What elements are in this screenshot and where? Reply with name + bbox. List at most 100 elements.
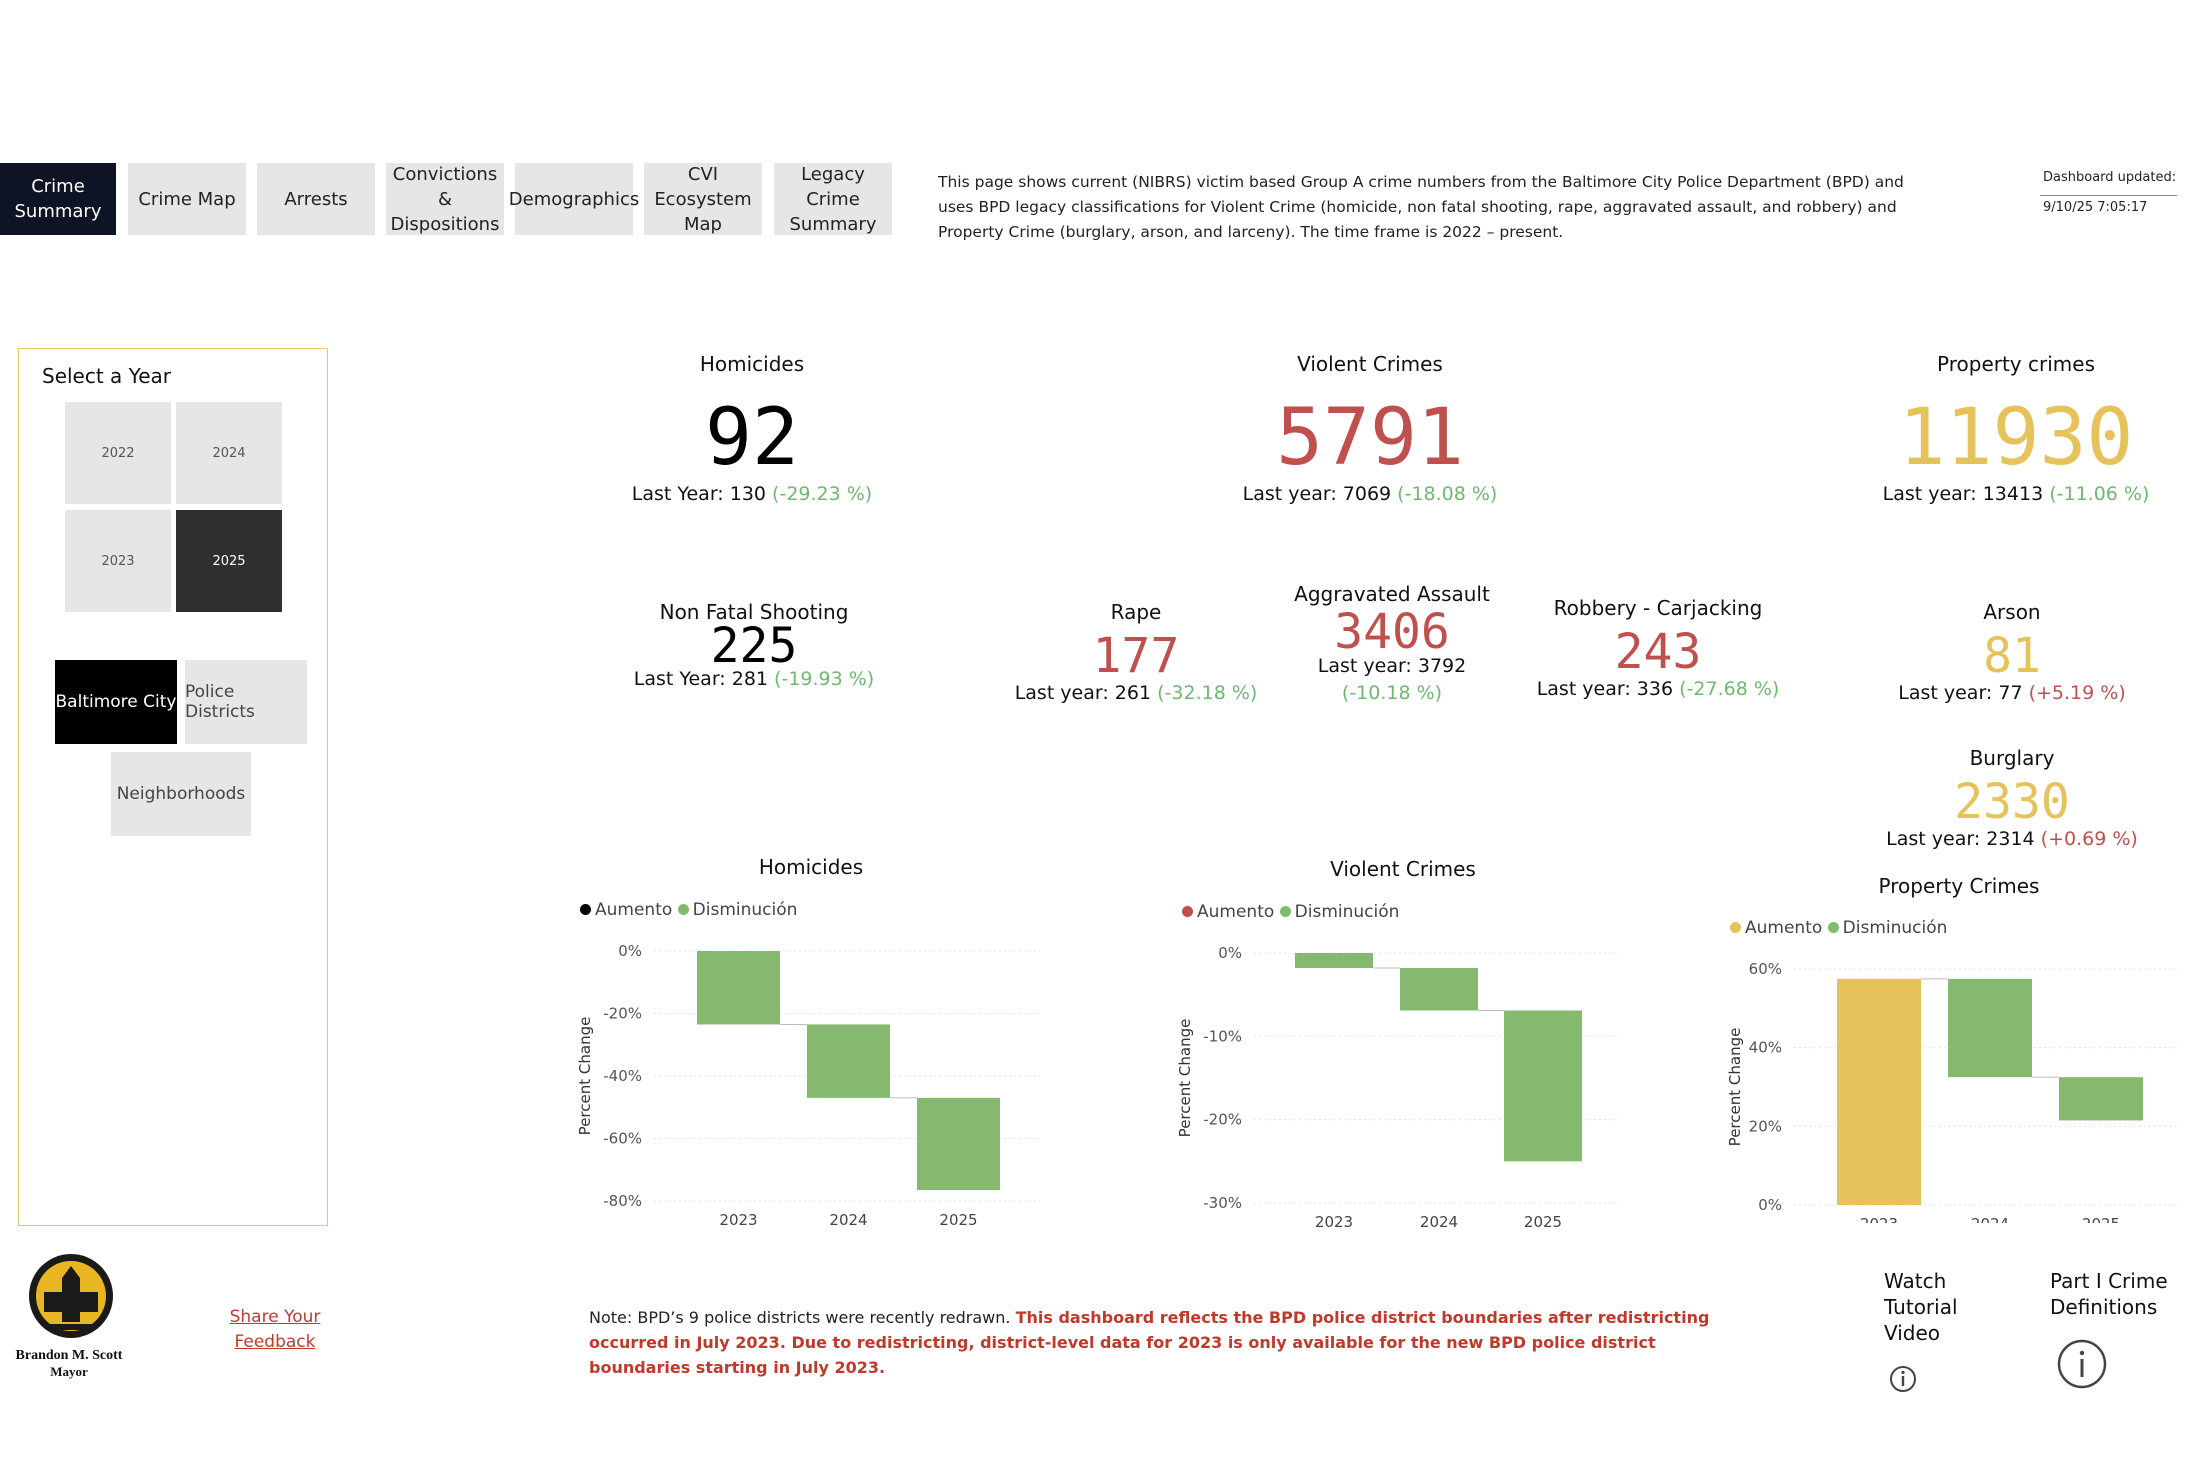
violent-chart-title: Violent Crimes xyxy=(1330,857,1476,881)
x-tick-label: 2023 xyxy=(1315,1213,1353,1227)
violent-last-year: Last year: 7069 (-18.08 %) xyxy=(1170,483,1570,505)
nfs-last-year: Last Year: 281 (-19.93 %) xyxy=(554,668,954,690)
watch-tutorial-link[interactable]: Watch Tutorial Video xyxy=(1884,1269,1958,1345)
nfs-value: 225 xyxy=(710,618,798,674)
y-tick-label: -60% xyxy=(603,1130,642,1148)
burglary-title: Burglary xyxy=(1969,746,2055,770)
x-tick-label: 2024 xyxy=(829,1211,867,1225)
y-tick-label: 40% xyxy=(1749,1039,1782,1057)
tab-7[interactable]: Legacy Crime Summary xyxy=(774,163,892,235)
legend-decrease-dot xyxy=(1827,922,1839,933)
y-tick-label: 0% xyxy=(1218,944,1242,962)
y-tick-label: 0% xyxy=(1758,1196,1782,1214)
waterfall-bar-2025[interactable] xyxy=(2059,1077,2143,1121)
tab-5[interactable]: Demographics xyxy=(509,163,639,235)
tab-1[interactable]: Crime Summary xyxy=(0,163,116,235)
homicides-title: Homicides xyxy=(699,352,805,376)
property-waterfall-chart: 60% 40% 20% 0% Percent Change 2023 2024 2025 xyxy=(1726,960,2180,1223)
legend-increase-dot xyxy=(1182,906,1193,917)
arson-change: (+5.19 %) xyxy=(2028,682,2126,704)
y-tick-label: 20% xyxy=(1749,1117,1782,1135)
district-note: Note: BPD’s 9 police districts were rece… xyxy=(589,1305,1739,1380)
violent-title: Violent Crimes xyxy=(1297,352,1443,376)
nfs-change: (-19.93 %) xyxy=(774,668,875,690)
page-description: This page shows current (NIBRS) victim b… xyxy=(938,173,1904,241)
share-feedback-link[interactable]: Share Your Feedback xyxy=(229,1307,321,1352)
arson-last-year: Last year: 77 (+5.19 %) xyxy=(1812,682,2190,704)
waterfall-bar-2024[interactable] xyxy=(1400,968,1478,1011)
legend-increase-dot xyxy=(580,904,591,915)
mayor-name: Brandon M. Scott xyxy=(15,1348,123,1363)
violent-waterfall-chart: 0% -10% -20% -30% Percent Change 2023 2024 2025 xyxy=(1176,944,1620,1227)
year-tile-2025[interactable]: 2025 xyxy=(176,510,282,612)
legend-increase-label: Aumento xyxy=(1197,902,1275,922)
homicides-waterfall-chart: 0% -20% -40% -60% -80% Percent Change 2023 2024… xyxy=(576,942,1040,1225)
violent-value: 5791 xyxy=(1276,393,1464,483)
violent-legend: Aumento Disminución xyxy=(1182,902,1399,922)
tab-3[interactable]: Arrests xyxy=(257,163,375,235)
robbery-change: (-27.68 %) xyxy=(1679,678,1780,700)
robbery-last-year: Last year: 336 (-27.68 %) xyxy=(1458,678,1858,700)
property-chart-title: Property Crimes xyxy=(1878,874,2040,898)
note-emphasis: This dashboard reflects the BPD police d… xyxy=(589,1308,1710,1377)
y-tick-label: -80% xyxy=(603,1192,642,1210)
legend-decrease-label: Disminución xyxy=(1842,918,1948,938)
year-tile-2023[interactable]: 2023 xyxy=(65,510,171,612)
tab-2[interactable]: Crime Map xyxy=(128,163,246,235)
waterfall-bar-2024[interactable] xyxy=(807,1024,890,1098)
y-tick-label: -30% xyxy=(1203,1194,1242,1212)
x-tick-label: 2023 xyxy=(719,1211,757,1225)
homicides-change: (-29.23 %) xyxy=(772,483,873,505)
violent-last-year-text: Last year: 7069 xyxy=(1242,483,1392,505)
nfs-title: Non Fatal Shooting xyxy=(659,600,849,624)
geo-neighborhoods-button[interactable]: Neighborhoods xyxy=(111,752,251,836)
city-seal-logo xyxy=(29,1254,113,1338)
legend-decrease-label: Disminución xyxy=(1294,902,1400,922)
y-axis-label: Percent Change xyxy=(1726,1028,1744,1147)
rape-change: (-32.18 %) xyxy=(1157,682,1258,704)
y-tick-label: -40% xyxy=(603,1067,642,1085)
assault-value: 3406 xyxy=(1334,604,1450,660)
legend-increase-label: Aumento xyxy=(1745,918,1823,938)
geo-police-districts-button[interactable]: Police Districts xyxy=(185,660,307,744)
y-tick-label: 0% xyxy=(618,942,642,960)
definitions-info-icon[interactable] xyxy=(2056,1338,2108,1390)
y-tick-label: 60% xyxy=(1749,960,1782,978)
waterfall-bar-2023[interactable] xyxy=(1837,978,1921,1205)
legend-increase-label: Aumento xyxy=(595,900,673,920)
robbery-last-year-text: Last year: 336 xyxy=(1536,678,1674,700)
property-title: Property crimes xyxy=(1937,352,2095,376)
geo-baltimore-city-button[interactable]: Baltimore City xyxy=(55,660,177,744)
waterfall-bar-2025[interactable] xyxy=(1504,1010,1582,1162)
legend-increase-dot xyxy=(1730,922,1741,933)
y-tick-label: -20% xyxy=(603,1005,642,1023)
arson-title: Arson xyxy=(1983,600,2041,624)
year-tile-2024[interactable]: 2024 xyxy=(176,402,282,504)
tutorial-info-icon[interactable] xyxy=(1888,1364,1918,1394)
updated-label: Dashboard updated: xyxy=(2043,170,2177,185)
arson-value: 81 xyxy=(1983,628,2041,684)
waterfall-bar-2023[interactable] xyxy=(697,951,780,1025)
waterfall-bar-2024[interactable] xyxy=(1948,978,2032,1078)
y-axis-label: Percent Change xyxy=(1176,1019,1194,1138)
crime-definitions-link[interactable]: Part I Crime Definitions xyxy=(2050,1269,2168,1319)
legend-decrease-dot xyxy=(1279,906,1291,917)
property-value: 11930 xyxy=(1898,393,2134,483)
x-tick-label: 2025 xyxy=(2082,1215,2120,1223)
x-tick-label: 2023 xyxy=(1860,1215,1898,1223)
homicides-legend: Aumento Disminución xyxy=(580,900,797,920)
waterfall-bar-2025[interactable] xyxy=(917,1097,1000,1191)
year-tile-2022[interactable]: 2022 xyxy=(65,402,171,504)
y-tick-label: -20% xyxy=(1203,1111,1242,1129)
assault-change: (-10.18 %) xyxy=(1341,682,1443,704)
homicides-last-year-text: Last Year: 130 xyxy=(631,483,766,505)
assault-title: Aggravated Assault xyxy=(1294,582,1490,606)
x-tick-label: 2024 xyxy=(1420,1213,1458,1227)
tab-4[interactable]: Convictions & Dispositions xyxy=(386,163,504,235)
waterfall-bar-2023[interactable] xyxy=(1295,953,1373,968)
tab-6[interactable]: CVI Ecosystem Map xyxy=(644,163,762,235)
rape-value: 177 xyxy=(1092,628,1180,684)
year-slicer-title: Select a Year xyxy=(42,364,172,388)
divider xyxy=(2040,195,2177,196)
mayor-title: Mayor xyxy=(50,1364,88,1379)
